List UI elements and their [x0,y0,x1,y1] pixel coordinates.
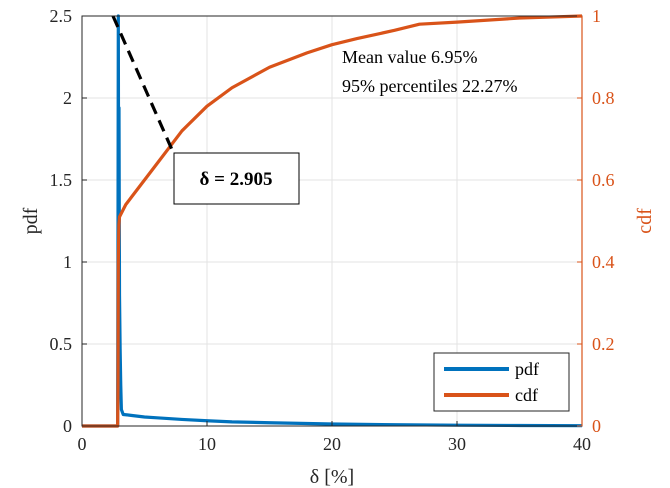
y-right-axis-label: cdf [634,208,656,234]
legend: pdf cdf [433,352,570,412]
y-left-axis-ticks: 0 0.5 1 1.5 2 2.5 [50,6,87,436]
legend-cdf-label: cdf [515,385,538,405]
y-left-tick-label: 1 [63,252,72,272]
y-right-tick-label: 0.4 [592,252,615,272]
delta-annotation-arrow [111,15,175,153]
y-right-tick-label: 0.2 [592,334,615,354]
x-tick-label: 0 [78,434,87,454]
y-left-tick-label: 2 [63,88,72,108]
delta-annotation-box: δ = 2.905 [173,152,300,205]
y-left-tick-label: 1.5 [50,170,73,190]
y-left-axis-label: pdf [20,207,42,234]
x-tick-label: 30 [448,434,466,454]
x-tick-label: 40 [573,434,591,454]
x-tick-label: 10 [198,434,216,454]
delta-annotation-text: δ = 2.905 [200,169,273,190]
pdf-series [82,14,583,428]
percentile-annotation: 95% percentiles 22.27% [342,76,517,96]
cdf-series [82,14,583,428]
x-axis-label: δ [%] [310,466,354,488]
y-right-tick-label: 0 [592,416,601,436]
y-right-tick-label: 0.6 [592,170,615,190]
y-right-tick-label: 1 [592,6,601,26]
x-tick-label: 20 [323,434,341,454]
y-right-axis-ticks: 0 0.2 0.4 0.6 0.8 1 [577,6,615,436]
legend-pdf-label: pdf [515,359,539,379]
y-left-tick-label: 0.5 [50,334,73,354]
pdf-line [82,14,583,428]
x-axis-ticks: 0 10 20 30 40 [78,421,591,454]
cdf-line [82,14,583,428]
y-right-tick-label: 0.8 [592,88,615,108]
legend-box [433,352,570,412]
y-left-tick-label: 2.5 [50,6,73,26]
y-left-tick-label: 0 [63,416,72,436]
mean-value-annotation: Mean value 6.95% [342,47,477,67]
